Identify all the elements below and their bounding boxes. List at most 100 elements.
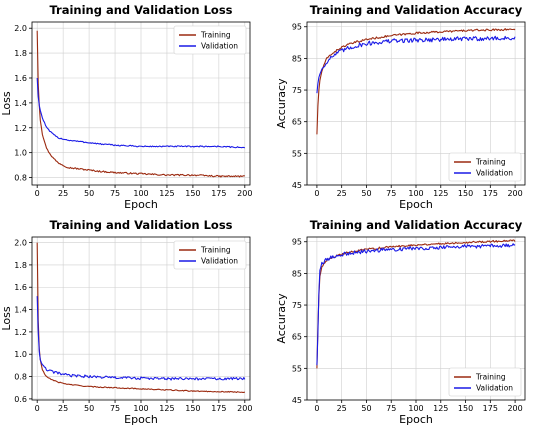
y-axis-label: Loss [0,91,13,115]
y-tick-label: 75 [292,86,302,95]
x-tick-label: 0 [314,189,319,198]
x-tick-label: 125 [433,189,448,198]
chart-loss-1: Training and Validation Loss 0 25 50 75 100 12… [0,3,252,211]
y-tick-label: 55 [292,364,302,373]
x-tick-label: 0 [35,404,40,413]
x-tick-label: 125 [159,189,174,198]
legend-label-validation: Validation [476,384,513,393]
y-tick-label: 1.0 [14,350,27,359]
plot-area-frame [306,236,526,401]
chart-title: Training and Validation Loss [49,218,232,232]
x-tick-label: 150 [185,404,200,413]
x-tick-label: 50 [361,189,371,198]
y-tick-label: 2.0 [14,239,27,248]
y-tick-label: 65 [292,333,302,342]
x-tick-label: 75 [110,189,120,198]
x-tick-label: 125 [159,404,174,413]
legend-label-training: Training [475,373,506,382]
y-tick-label: 95 [292,23,302,32]
plot-area-frame [31,21,251,186]
x-tick-label: 50 [361,404,371,413]
y-tick-label: 1.4 [14,99,27,108]
x-tick-label: 150 [458,404,473,413]
x-tick-label: 100 [408,404,423,413]
chart-panel-loss-1: Training and Validation Loss 0 25 50 75 100 12… [0,0,275,215]
x-tick-label: 75 [386,189,396,198]
x-tick-label: 75 [110,404,120,413]
y-tick-label: 45 [292,396,302,405]
series-line-validation [36,77,246,149]
series-line-training [316,28,516,135]
plot-area-frame [306,21,526,186]
x-tick-label: 200 [237,189,252,198]
y-axis-label: Loss [0,306,13,330]
y-tick-label: 65 [292,118,302,127]
chart-panel-loss-2: Training and Validation Loss 0 25 50 75 100 12… [0,215,275,430]
chart-title: Training and Validation Loss [49,3,232,17]
x-axis-label: Epoch [124,198,158,211]
x-tick-label: 25 [58,404,68,413]
chart-panel-accuracy-2: Training and Validation Accuracy 0 25 50 75 1… [275,215,550,430]
series-line-training [36,242,245,393]
x-tick-label: 200 [507,404,522,413]
legend-label-training: Training [200,31,231,40]
x-tick-label: 50 [84,404,94,413]
legend-box [448,367,522,397]
x-axis-label: Epoch [399,198,433,211]
x-tick-label: 150 [185,189,200,198]
x-tick-label: 150 [458,189,473,198]
x-tick-label: 175 [211,404,226,413]
x-tick-label: 200 [507,189,522,198]
x-tick-label: 100 [133,189,148,198]
y-tick-label: 1.6 [14,74,27,83]
y-tick-label: 85 [292,269,302,278]
legend-box [448,152,522,182]
plot-area-frame [31,236,251,401]
x-tick-label: 200 [237,404,252,413]
x-tick-label: 75 [386,404,396,413]
chart-title: Training and Validation Accuracy [310,3,523,17]
y-tick-label: 1.8 [14,261,27,270]
x-tick-label: 175 [483,189,498,198]
x-axis-label: Epoch [124,413,158,426]
y-tick-label: 1.2 [14,124,27,133]
x-tick-label: 0 [314,404,319,413]
x-tick-label: 25 [58,189,68,198]
x-tick-label: 100 [133,404,148,413]
legend-label-validation: Validation [476,169,513,178]
x-axis-label: Epoch [399,413,433,426]
y-tick-label: 1.6 [14,283,27,292]
chart-panel-accuracy-1: Training and Validation Accuracy 0 25 50 75 1… [275,0,550,215]
y-tick-label: 55 [292,149,302,158]
x-tick-label: 100 [408,189,423,198]
y-axis-label: Accuracy [275,293,288,344]
x-tick-label: 50 [84,189,94,198]
x-tick-label: 0 [35,189,40,198]
x-tick-label: 125 [433,404,448,413]
x-tick-label: 25 [337,404,347,413]
x-tick-label: 25 [337,189,347,198]
chart-accuracy-2: Training and Validation Accuracy 0 25 50 75 1… [275,218,526,426]
series-line-validation [36,296,246,381]
chart-accuracy-1: Training and Validation Accuracy 0 25 50 75 1… [275,3,526,211]
legend-box [173,240,247,270]
chart-loss-2: Training and Validation Loss 0 25 50 75 100 12… [0,218,252,426]
series-line-validation [316,243,516,366]
y-tick-label: 45 [292,181,302,190]
series-line-training [36,30,245,178]
legend-label-training: Training [200,246,231,255]
y-tick-label: 85 [292,54,302,63]
y-tick-label: 0.8 [14,373,27,382]
y-tick-label: 1.4 [14,306,27,315]
y-tick-label: 0.6 [14,395,27,404]
legend-label-validation: Validation [201,257,238,266]
y-axis-label: Accuracy [275,78,288,129]
x-tick-label: 175 [483,404,498,413]
y-tick-label: 1.8 [14,49,27,58]
y-tick-label: 1.0 [14,149,27,158]
legend-label-validation: Validation [201,42,238,51]
chart-title: Training and Validation Accuracy [310,218,523,232]
y-tick-label: 1.2 [14,328,27,337]
x-tick-label: 175 [211,189,226,198]
